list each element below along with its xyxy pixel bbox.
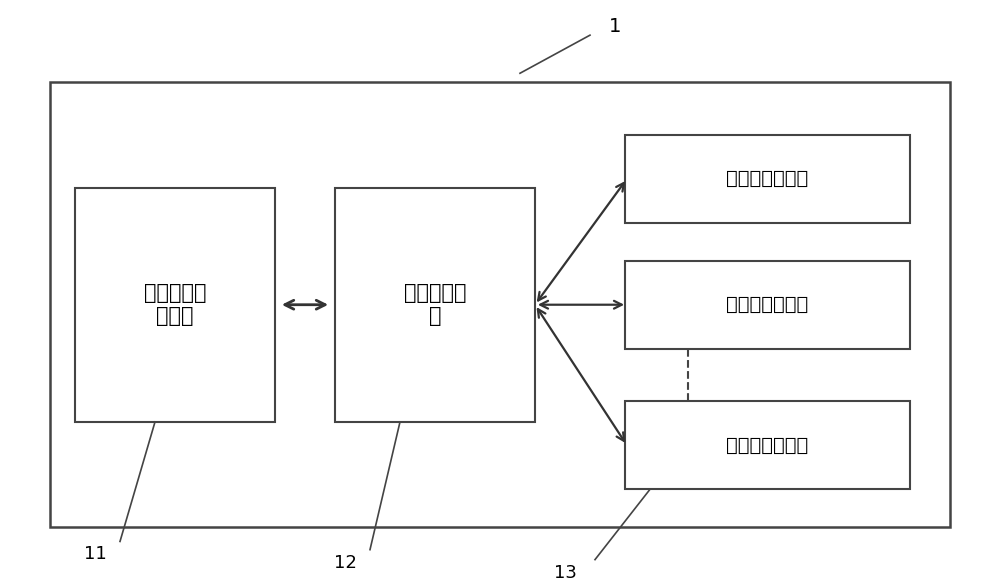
- Text: 12: 12: [334, 554, 356, 571]
- Text: 11: 11: [84, 545, 106, 563]
- Text: 光数据广播模块: 光数据广播模块: [726, 169, 809, 188]
- Text: 1: 1: [609, 17, 621, 36]
- Text: 13: 13: [554, 564, 576, 582]
- Text: 光数据广播模块: 光数据广播模块: [726, 436, 809, 455]
- Bar: [50, 82, 950, 527]
- Text: 光数据广播模块: 光数据广播模块: [726, 295, 809, 314]
- Bar: [625, 135, 910, 223]
- Bar: [625, 261, 910, 349]
- Text: 第一数据转
换模块: 第一数据转 换模块: [144, 283, 206, 326]
- Text: 第一主控模
块: 第一主控模 块: [404, 283, 466, 326]
- Bar: [75, 188, 275, 422]
- Bar: [335, 188, 535, 422]
- Bar: [625, 401, 910, 489]
